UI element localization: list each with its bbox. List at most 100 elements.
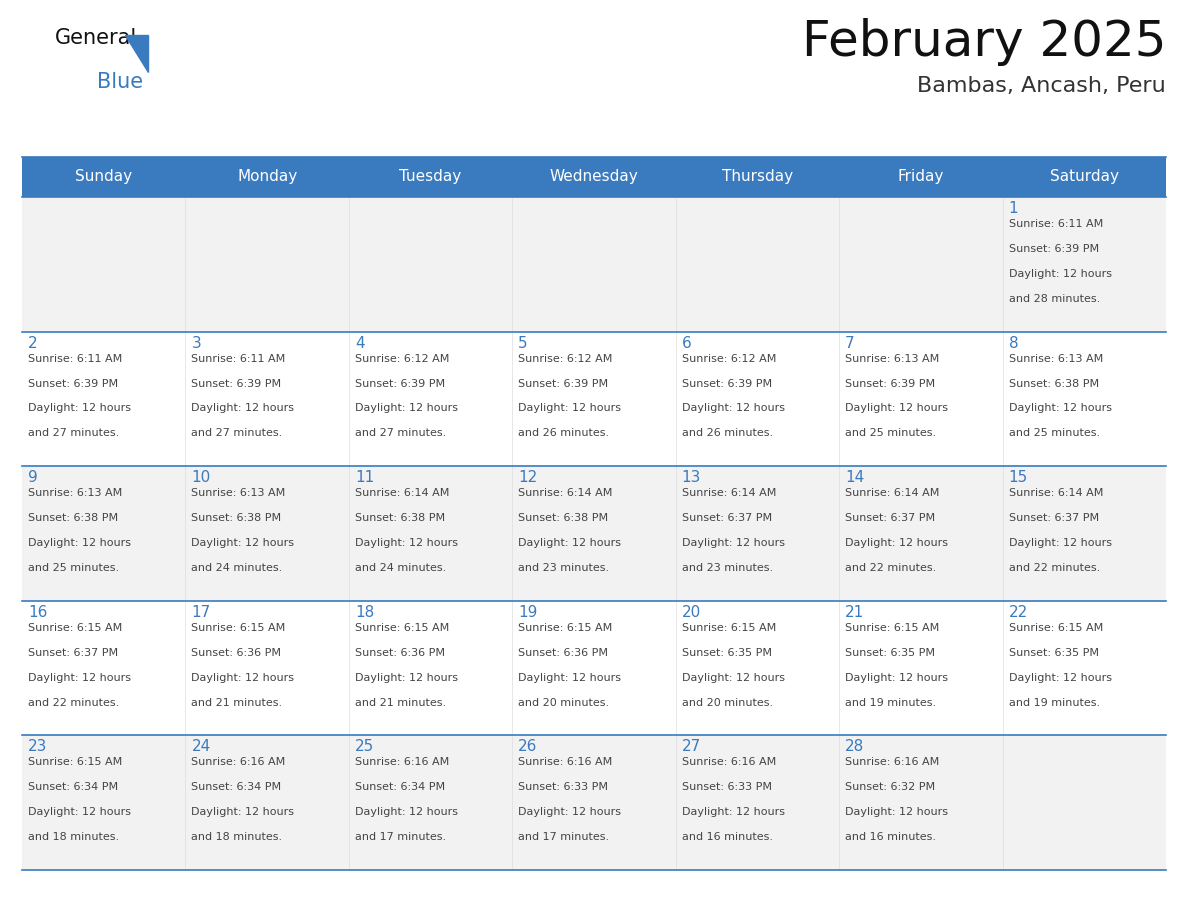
Text: and 26 minutes.: and 26 minutes. bbox=[682, 429, 773, 438]
Text: Sunday: Sunday bbox=[75, 170, 132, 185]
Bar bbox=[23, 331, 1165, 466]
Text: 11: 11 bbox=[355, 470, 374, 486]
Text: Sunset: 6:34 PM: Sunset: 6:34 PM bbox=[355, 782, 446, 792]
Text: Sunrise: 6:12 AM: Sunrise: 6:12 AM bbox=[355, 353, 449, 364]
Text: Sunrise: 6:15 AM: Sunrise: 6:15 AM bbox=[682, 622, 776, 633]
Text: Daylight: 12 hours: Daylight: 12 hours bbox=[845, 673, 948, 683]
Text: Daylight: 12 hours: Daylight: 12 hours bbox=[29, 538, 131, 548]
Text: 20: 20 bbox=[682, 605, 701, 620]
Text: Sunset: 6:39 PM: Sunset: 6:39 PM bbox=[1009, 244, 1099, 254]
Text: 3: 3 bbox=[191, 336, 201, 351]
Text: 24: 24 bbox=[191, 739, 210, 755]
Text: Daylight: 12 hours: Daylight: 12 hours bbox=[355, 673, 457, 683]
Text: Sunrise: 6:12 AM: Sunrise: 6:12 AM bbox=[682, 353, 776, 364]
Text: Sunset: 6:35 PM: Sunset: 6:35 PM bbox=[1009, 648, 1099, 657]
Text: Daylight: 12 hours: Daylight: 12 hours bbox=[1009, 538, 1112, 548]
Text: 17: 17 bbox=[191, 605, 210, 620]
Text: and 22 minutes.: and 22 minutes. bbox=[29, 698, 119, 708]
Text: Daylight: 12 hours: Daylight: 12 hours bbox=[682, 403, 785, 413]
Text: and 21 minutes.: and 21 minutes. bbox=[355, 698, 446, 708]
Text: Daylight: 12 hours: Daylight: 12 hours bbox=[518, 538, 621, 548]
Text: Sunrise: 6:15 AM: Sunrise: 6:15 AM bbox=[191, 622, 285, 633]
Text: 8: 8 bbox=[1009, 336, 1018, 351]
Text: Sunset: 6:38 PM: Sunset: 6:38 PM bbox=[355, 513, 446, 523]
Text: Sunrise: 6:13 AM: Sunrise: 6:13 AM bbox=[1009, 353, 1102, 364]
Text: Sunrise: 6:16 AM: Sunrise: 6:16 AM bbox=[845, 757, 940, 767]
Text: Daylight: 12 hours: Daylight: 12 hours bbox=[845, 538, 948, 548]
Text: Daylight: 12 hours: Daylight: 12 hours bbox=[1009, 673, 1112, 683]
Text: Sunrise: 6:16 AM: Sunrise: 6:16 AM bbox=[682, 757, 776, 767]
Text: Sunrise: 6:16 AM: Sunrise: 6:16 AM bbox=[355, 757, 449, 767]
Text: and 20 minutes.: and 20 minutes. bbox=[682, 698, 773, 708]
Text: Sunset: 6:37 PM: Sunset: 6:37 PM bbox=[1009, 513, 1099, 523]
Text: Daylight: 12 hours: Daylight: 12 hours bbox=[355, 807, 457, 817]
Text: 1: 1 bbox=[1009, 201, 1018, 216]
Text: and 26 minutes.: and 26 minutes. bbox=[518, 429, 609, 438]
Text: and 24 minutes.: and 24 minutes. bbox=[355, 563, 447, 573]
Text: Sunrise: 6:12 AM: Sunrise: 6:12 AM bbox=[518, 353, 613, 364]
Text: 23: 23 bbox=[29, 739, 48, 755]
Text: Sunrise: 6:16 AM: Sunrise: 6:16 AM bbox=[518, 757, 613, 767]
Text: Daylight: 12 hours: Daylight: 12 hours bbox=[191, 807, 295, 817]
Text: Sunrise: 6:15 AM: Sunrise: 6:15 AM bbox=[845, 622, 940, 633]
Text: Sunset: 6:36 PM: Sunset: 6:36 PM bbox=[191, 648, 282, 657]
Text: Sunrise: 6:14 AM: Sunrise: 6:14 AM bbox=[1009, 488, 1102, 498]
Text: Sunrise: 6:15 AM: Sunrise: 6:15 AM bbox=[355, 622, 449, 633]
Bar bbox=[23, 466, 1165, 600]
Text: Sunset: 6:34 PM: Sunset: 6:34 PM bbox=[191, 782, 282, 792]
Text: and 18 minutes.: and 18 minutes. bbox=[29, 832, 119, 842]
Text: 13: 13 bbox=[682, 470, 701, 486]
Text: 18: 18 bbox=[355, 605, 374, 620]
Text: and 21 minutes.: and 21 minutes. bbox=[191, 698, 283, 708]
Text: Sunrise: 6:15 AM: Sunrise: 6:15 AM bbox=[1009, 622, 1102, 633]
Text: Sunset: 6:32 PM: Sunset: 6:32 PM bbox=[845, 782, 935, 792]
Text: and 18 minutes.: and 18 minutes. bbox=[191, 832, 283, 842]
Text: and 19 minutes.: and 19 minutes. bbox=[845, 698, 936, 708]
Text: 4: 4 bbox=[355, 336, 365, 351]
Text: Daylight: 12 hours: Daylight: 12 hours bbox=[29, 807, 131, 817]
Text: Sunrise: 6:16 AM: Sunrise: 6:16 AM bbox=[191, 757, 285, 767]
Text: Sunset: 6:36 PM: Sunset: 6:36 PM bbox=[355, 648, 444, 657]
Text: Sunset: 6:37 PM: Sunset: 6:37 PM bbox=[29, 648, 118, 657]
Text: Sunrise: 6:15 AM: Sunrise: 6:15 AM bbox=[29, 622, 122, 633]
Text: Sunset: 6:39 PM: Sunset: 6:39 PM bbox=[518, 378, 608, 388]
Text: Daylight: 12 hours: Daylight: 12 hours bbox=[191, 673, 295, 683]
Text: and 27 minutes.: and 27 minutes. bbox=[191, 429, 283, 438]
Text: and 25 minutes.: and 25 minutes. bbox=[845, 429, 936, 438]
Text: Friday: Friday bbox=[898, 170, 944, 185]
Text: Sunrise: 6:15 AM: Sunrise: 6:15 AM bbox=[29, 757, 122, 767]
Text: and 22 minutes.: and 22 minutes. bbox=[845, 563, 936, 573]
Text: Sunset: 6:38 PM: Sunset: 6:38 PM bbox=[518, 513, 608, 523]
Text: Sunrise: 6:14 AM: Sunrise: 6:14 AM bbox=[355, 488, 449, 498]
Bar bbox=[23, 600, 1165, 735]
Text: and 19 minutes.: and 19 minutes. bbox=[1009, 698, 1100, 708]
Text: 2: 2 bbox=[29, 336, 38, 351]
Text: Daylight: 12 hours: Daylight: 12 hours bbox=[29, 673, 131, 683]
Text: Sunrise: 6:15 AM: Sunrise: 6:15 AM bbox=[518, 622, 613, 633]
Text: Daylight: 12 hours: Daylight: 12 hours bbox=[845, 403, 948, 413]
Text: Daylight: 12 hours: Daylight: 12 hours bbox=[682, 807, 785, 817]
Text: Sunrise: 6:11 AM: Sunrise: 6:11 AM bbox=[29, 353, 122, 364]
Text: Sunrise: 6:13 AM: Sunrise: 6:13 AM bbox=[845, 353, 940, 364]
Text: February 2025: February 2025 bbox=[802, 18, 1165, 66]
Text: Tuesday: Tuesday bbox=[399, 170, 462, 185]
Text: and 17 minutes.: and 17 minutes. bbox=[518, 832, 609, 842]
Text: Sunrise: 6:13 AM: Sunrise: 6:13 AM bbox=[29, 488, 122, 498]
Text: and 27 minutes.: and 27 minutes. bbox=[29, 429, 119, 438]
Text: and 17 minutes.: and 17 minutes. bbox=[355, 832, 446, 842]
Text: 27: 27 bbox=[682, 739, 701, 755]
Text: Sunset: 6:36 PM: Sunset: 6:36 PM bbox=[518, 648, 608, 657]
Text: Wednesday: Wednesday bbox=[550, 170, 638, 185]
Text: Sunrise: 6:14 AM: Sunrise: 6:14 AM bbox=[682, 488, 776, 498]
Text: General: General bbox=[55, 28, 138, 48]
Text: 9: 9 bbox=[29, 470, 38, 486]
Text: 25: 25 bbox=[355, 739, 374, 755]
Text: and 23 minutes.: and 23 minutes. bbox=[518, 563, 609, 573]
Text: Blue: Blue bbox=[97, 72, 143, 92]
Text: and 16 minutes.: and 16 minutes. bbox=[845, 832, 936, 842]
Bar bbox=[23, 735, 1165, 870]
Text: 19: 19 bbox=[518, 605, 538, 620]
Text: Sunrise: 6:11 AM: Sunrise: 6:11 AM bbox=[191, 353, 285, 364]
Text: Sunset: 6:35 PM: Sunset: 6:35 PM bbox=[845, 648, 935, 657]
Text: Daylight: 12 hours: Daylight: 12 hours bbox=[682, 673, 785, 683]
